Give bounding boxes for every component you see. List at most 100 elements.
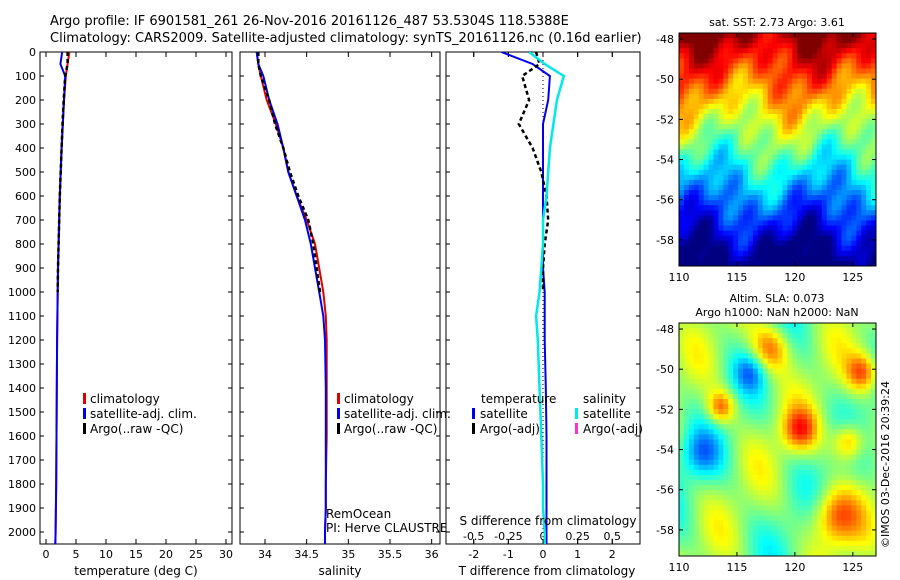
heatmap-cell bbox=[787, 255, 793, 262]
heatmap-cell bbox=[797, 540, 803, 547]
heatmap-cell bbox=[679, 184, 685, 191]
heatmap-cell bbox=[743, 545, 749, 552]
heatmap-cell bbox=[747, 419, 754, 425]
heatmap-cell bbox=[831, 373, 837, 380]
heatmap-cell bbox=[752, 255, 759, 262]
heatmap-cell bbox=[688, 398, 695, 405]
heatmap-cell bbox=[861, 103, 867, 110]
heatmap-cell bbox=[826, 255, 833, 262]
heatmap-cell bbox=[767, 169, 773, 176]
heatmap-cell bbox=[743, 48, 749, 54]
heatmap-cell bbox=[723, 134, 729, 140]
heatmap-cell bbox=[683, 429, 690, 435]
heatmap-cell bbox=[846, 480, 852, 486]
heatmap-cell bbox=[846, 469, 852, 476]
heatmap-cell bbox=[787, 454, 793, 461]
heatmap-cell bbox=[846, 220, 852, 226]
heatmap-cell bbox=[728, 378, 734, 385]
heatmap-cell bbox=[826, 343, 833, 349]
heatmap-cell bbox=[831, 129, 837, 135]
heatmap-cell bbox=[836, 134, 842, 140]
heatmap-cell bbox=[861, 220, 867, 226]
heatmap-cell bbox=[693, 449, 700, 456]
heatmap-cell bbox=[777, 230, 783, 237]
heatmap-cell bbox=[688, 184, 695, 191]
heatmap-cell bbox=[683, 129, 690, 135]
heatmap-cell bbox=[846, 174, 852, 181]
heatmap-cell bbox=[679, 550, 685, 556]
heatmap-cell bbox=[679, 525, 685, 532]
heatmap-cell bbox=[703, 235, 709, 242]
heatmap-cell bbox=[698, 419, 705, 425]
heatmap-cell bbox=[807, 464, 813, 471]
heatmap-cell bbox=[772, 328, 778, 334]
heatmap-cell bbox=[757, 459, 764, 466]
heatmap-cell bbox=[728, 500, 734, 506]
heatmap-cell bbox=[802, 139, 808, 145]
heatmap-cell bbox=[821, 190, 828, 196]
heatmap-cell bbox=[728, 434, 734, 440]
heatmap-cell bbox=[743, 474, 749, 481]
heatmap-cell bbox=[698, 520, 705, 527]
heatmap-cell bbox=[782, 78, 788, 85]
heatmap-cell bbox=[752, 449, 759, 456]
heatmap-cell bbox=[698, 124, 705, 130]
heatmap-cell bbox=[743, 33, 749, 39]
heatmap-cell bbox=[733, 53, 739, 59]
heatmap-cell bbox=[851, 38, 857, 44]
heatmap-cell bbox=[708, 58, 714, 64]
heatmap-cell bbox=[861, 474, 867, 481]
heatmap-cell bbox=[693, 530, 700, 537]
heatmap-cell bbox=[728, 230, 734, 237]
heatmap-cell bbox=[816, 449, 823, 456]
heatmap-cell bbox=[757, 129, 764, 135]
heatmap-cell bbox=[688, 454, 695, 461]
heatmap-cell bbox=[782, 363, 788, 369]
heatmap-cell bbox=[777, 235, 783, 242]
heatmap-cell bbox=[733, 373, 739, 380]
heatmap-cell bbox=[679, 210, 685, 216]
heatmap-cell bbox=[718, 108, 724, 115]
heatmap-cell bbox=[816, 215, 823, 221]
heatmap-cell bbox=[856, 43, 862, 49]
heatmap-cell bbox=[772, 393, 778, 400]
heatmap-cell bbox=[679, 174, 685, 181]
depth-tick-label: 1300 bbox=[8, 358, 36, 371]
heatmap-cell bbox=[713, 434, 719, 440]
heatmap-cell bbox=[821, 88, 828, 95]
heatmap-cell bbox=[792, 424, 798, 430]
heatmap-cell bbox=[811, 93, 818, 100]
heatmap-cell bbox=[821, 139, 828, 145]
heatmap-cell bbox=[777, 530, 783, 537]
heatmap-cell bbox=[836, 124, 842, 130]
heatmap-cell bbox=[723, 469, 729, 476]
heatmap-cell bbox=[782, 215, 788, 221]
heatmap-cell bbox=[718, 83, 724, 90]
heatmap-cell bbox=[708, 88, 714, 95]
heatmap-cell bbox=[802, 444, 808, 451]
heatmap-cell bbox=[861, 368, 867, 375]
heatmap-cell bbox=[866, 454, 872, 461]
heatmap-cell bbox=[777, 449, 783, 456]
heatmap-cell bbox=[733, 190, 739, 196]
heatmap-cell bbox=[772, 230, 778, 237]
heatmap-cell bbox=[762, 520, 769, 527]
heatmap-cell bbox=[826, 93, 833, 100]
heatmap-cell bbox=[772, 540, 778, 547]
heatmap-cell bbox=[683, 48, 690, 54]
heatmap-cell bbox=[807, 119, 813, 125]
heatmap-cell bbox=[831, 474, 837, 481]
heatmap-cell bbox=[816, 78, 823, 85]
heatmap-cell bbox=[767, 184, 773, 191]
heatmap-cell bbox=[871, 393, 876, 400]
heatmap-cell bbox=[831, 378, 837, 385]
heatmap-cell bbox=[723, 230, 729, 237]
heatmap-cell bbox=[866, 220, 872, 226]
heatmap-cell bbox=[792, 404, 798, 410]
heatmap-cell bbox=[767, 429, 773, 435]
heatmap-cell bbox=[787, 260, 793, 266]
heatmap-cell bbox=[856, 119, 862, 125]
heatmap-cell bbox=[841, 388, 847, 395]
heatmap-cell bbox=[708, 63, 714, 69]
heatmap-cell bbox=[826, 480, 833, 486]
